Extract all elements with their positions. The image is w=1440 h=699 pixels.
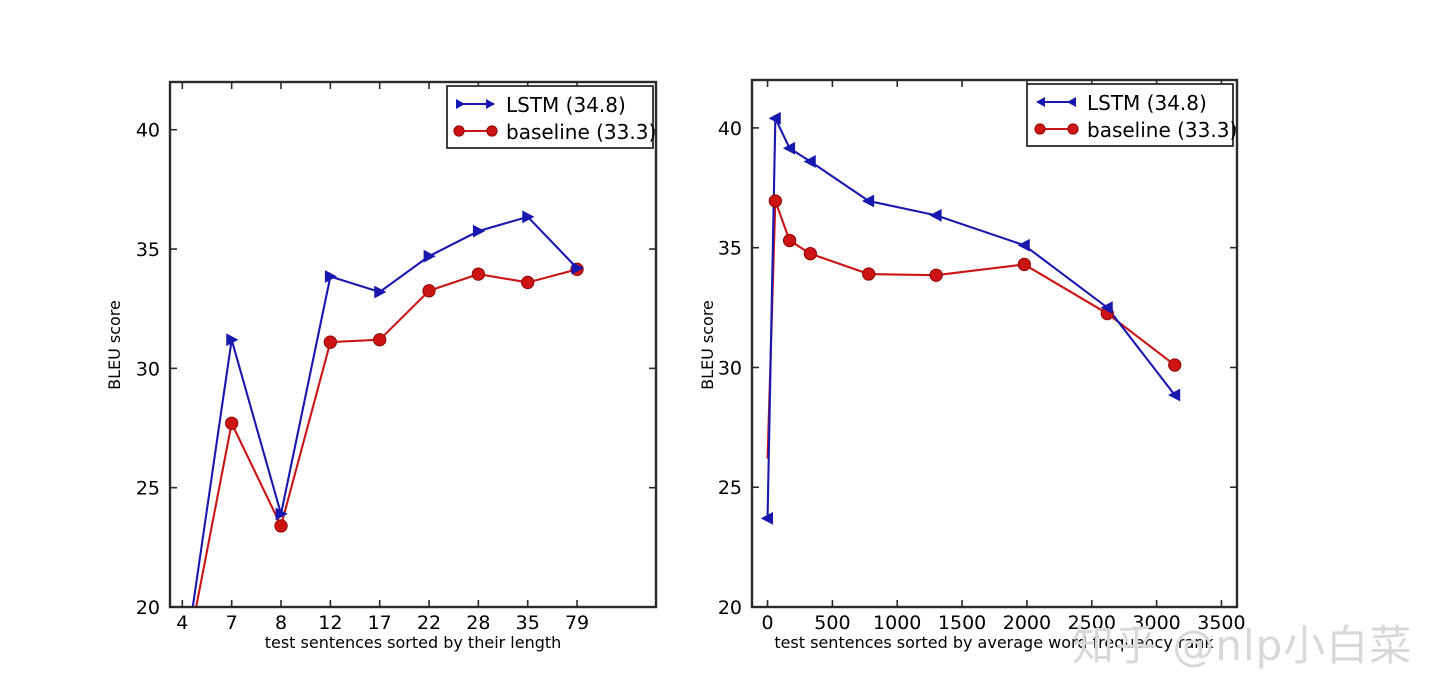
x-tick-label: 17 [368, 612, 392, 634]
triangle-right-marker-icon [324, 270, 338, 283]
baseline-series-markers [768, 194, 1182, 372]
circle-marker-icon [422, 284, 436, 298]
x-tick-label: 500 [814, 612, 850, 634]
circle-marker-icon [1034, 123, 1046, 135]
x-tick-label: 7 [226, 612, 238, 634]
circle-marker-icon [453, 125, 465, 137]
x-tick-label: 3500 [1197, 612, 1245, 634]
right-legend: LSTM (34.8) baseline (33.3) [1026, 83, 1237, 147]
left-axis-frame [168, 80, 658, 609]
watermark-text: 知乎 @nlp小白菜 [1072, 621, 1413, 670]
x-tick-label: 8 [275, 612, 287, 634]
left-legend: LSTM (34.8) baseline (33.3) [446, 85, 656, 149]
x-tick-label: 28 [466, 612, 490, 634]
x-tick-label: 12 [318, 612, 342, 634]
x-tick-label: 35 [516, 612, 540, 634]
right-chart-svg: 0 500 1000 1500 2000 2500 3000 3500 2025303540 … [700, 78, 1246, 652]
circle-marker-icon [471, 267, 486, 281]
lstm-series-markers [226, 210, 584, 521]
y-tick-label: 30 [718, 357, 742, 379]
circle-marker-icon [862, 267, 876, 281]
right-plot-area [752, 80, 1237, 607]
triangle-right-icon [456, 99, 465, 109]
left-legend-baseline-label: baseline (33.3) [506, 120, 656, 144]
y-tick-label: 20 [718, 597, 742, 619]
triangle-left-marker-icon [803, 155, 816, 168]
triangle-left-marker-icon [1100, 301, 1113, 314]
triangle-right-marker-icon [374, 285, 387, 299]
triangle-left-icon [1067, 97, 1076, 107]
triangle-left-marker-icon [1017, 238, 1030, 252]
circle-marker-icon [323, 335, 338, 349]
left-chart-panel: 4 7 8 12 17 22 28 35 79 20 25 30 35 40 test sentence… [0, 0, 700, 699]
left-legend-lstm-label: LSTM (34.8) [506, 93, 626, 117]
triangle-left-marker-icon [1168, 388, 1181, 402]
triangle-left-marker-icon [768, 111, 781, 125]
triangle-left-icon [1036, 97, 1045, 107]
x-tick-label: 2500 [1068, 612, 1116, 634]
circle-marker-icon [274, 519, 288, 533]
y-tick-label: 30 [136, 358, 160, 380]
x-tick-label: 1000 [873, 612, 921, 634]
circle-marker-icon [373, 333, 387, 347]
left-axis-ticks [170, 82, 656, 608]
left-legend-box [446, 85, 654, 149]
triangle-left-marker-icon [861, 194, 875, 208]
y-tick-label: 35 [136, 239, 160, 261]
circle-marker-icon [782, 233, 797, 248]
right-y-tick-labels: 20 25 30 35 40 [718, 118, 742, 619]
triangle-left-marker-icon [782, 141, 796, 155]
baseline-series-markers [225, 262, 584, 533]
right-axis-frame [750, 78, 1239, 609]
y-tick-label: 40 [136, 120, 160, 142]
circle-marker-icon [225, 416, 239, 430]
triangle-right-marker-icon [571, 261, 584, 275]
right-legend-baseline-label: baseline (33.3) [1087, 118, 1237, 142]
right-legend-lstm-label: LSTM (34.8) [1087, 91, 1207, 115]
circle-marker-icon [803, 247, 818, 261]
left-y-axis-title: BLEU score [105, 300, 124, 390]
x-tick-label: 4 [176, 612, 188, 634]
triangle-right-marker-icon [275, 507, 288, 521]
triangle-right-marker-icon [423, 249, 436, 263]
circle-marker-icon [486, 125, 498, 137]
left-plot-area [170, 82, 656, 607]
triangle-right-marker-icon [522, 210, 535, 224]
y-tick-label: 40 [718, 118, 742, 140]
y-tick-label: 20 [136, 597, 160, 619]
left-x-tick-labels: 4 7 8 12 17 22 28 35 79 [176, 612, 589, 634]
circle-marker-icon [929, 268, 943, 282]
lstm-series-markers [760, 111, 1181, 525]
triangle-left-marker-icon [929, 208, 942, 222]
y-tick-label: 35 [718, 238, 742, 260]
triangle-left-marker-icon [760, 511, 774, 525]
left-x-axis-title: test sentences sorted by their length [265, 633, 562, 652]
y-tick-label: 25 [718, 477, 742, 499]
right-y-axis-title: BLEU score [700, 300, 717, 390]
right-legend-box [1026, 83, 1234, 147]
right-x-tick-labels: 0 500 1000 1500 2000 2500 3000 3500 [762, 612, 1246, 634]
x-tick-label: 2000 [1003, 612, 1051, 634]
y-tick-label: 25 [136, 478, 160, 500]
left-chart-svg: 4 7 8 12 17 22 28 35 79 20 25 30 35 40 test sentence… [105, 80, 658, 652]
x-tick-label: 3000 [1132, 612, 1180, 634]
triangle-right-icon [486, 99, 495, 109]
x-tick-label: 22 [417, 612, 441, 634]
x-tick-label: 1500 [938, 612, 986, 634]
left-data-group [191, 210, 584, 607]
circle-marker-icon [1168, 358, 1182, 372]
circle-marker-icon [1017, 257, 1031, 272]
right-x-axis-title: test sentences sorted by average word fr… [774, 633, 1214, 652]
right-data-group [760, 111, 1182, 525]
triangle-right-marker-icon [472, 224, 486, 238]
left-y-tick-labels: 20 25 30 35 40 [136, 120, 160, 619]
circle-marker-icon [1067, 123, 1079, 135]
circle-marker-icon [768, 194, 782, 208]
x-tick-label: 0 [762, 612, 774, 634]
x-tick-label: 79 [565, 612, 589, 634]
right-chart-panel: 0 500 1000 1500 2000 2500 3000 3500 20 25 30 35 40 … [700, 0, 1440, 699]
triangle-right-marker-icon [226, 333, 239, 347]
circle-marker-icon [521, 275, 535, 290]
